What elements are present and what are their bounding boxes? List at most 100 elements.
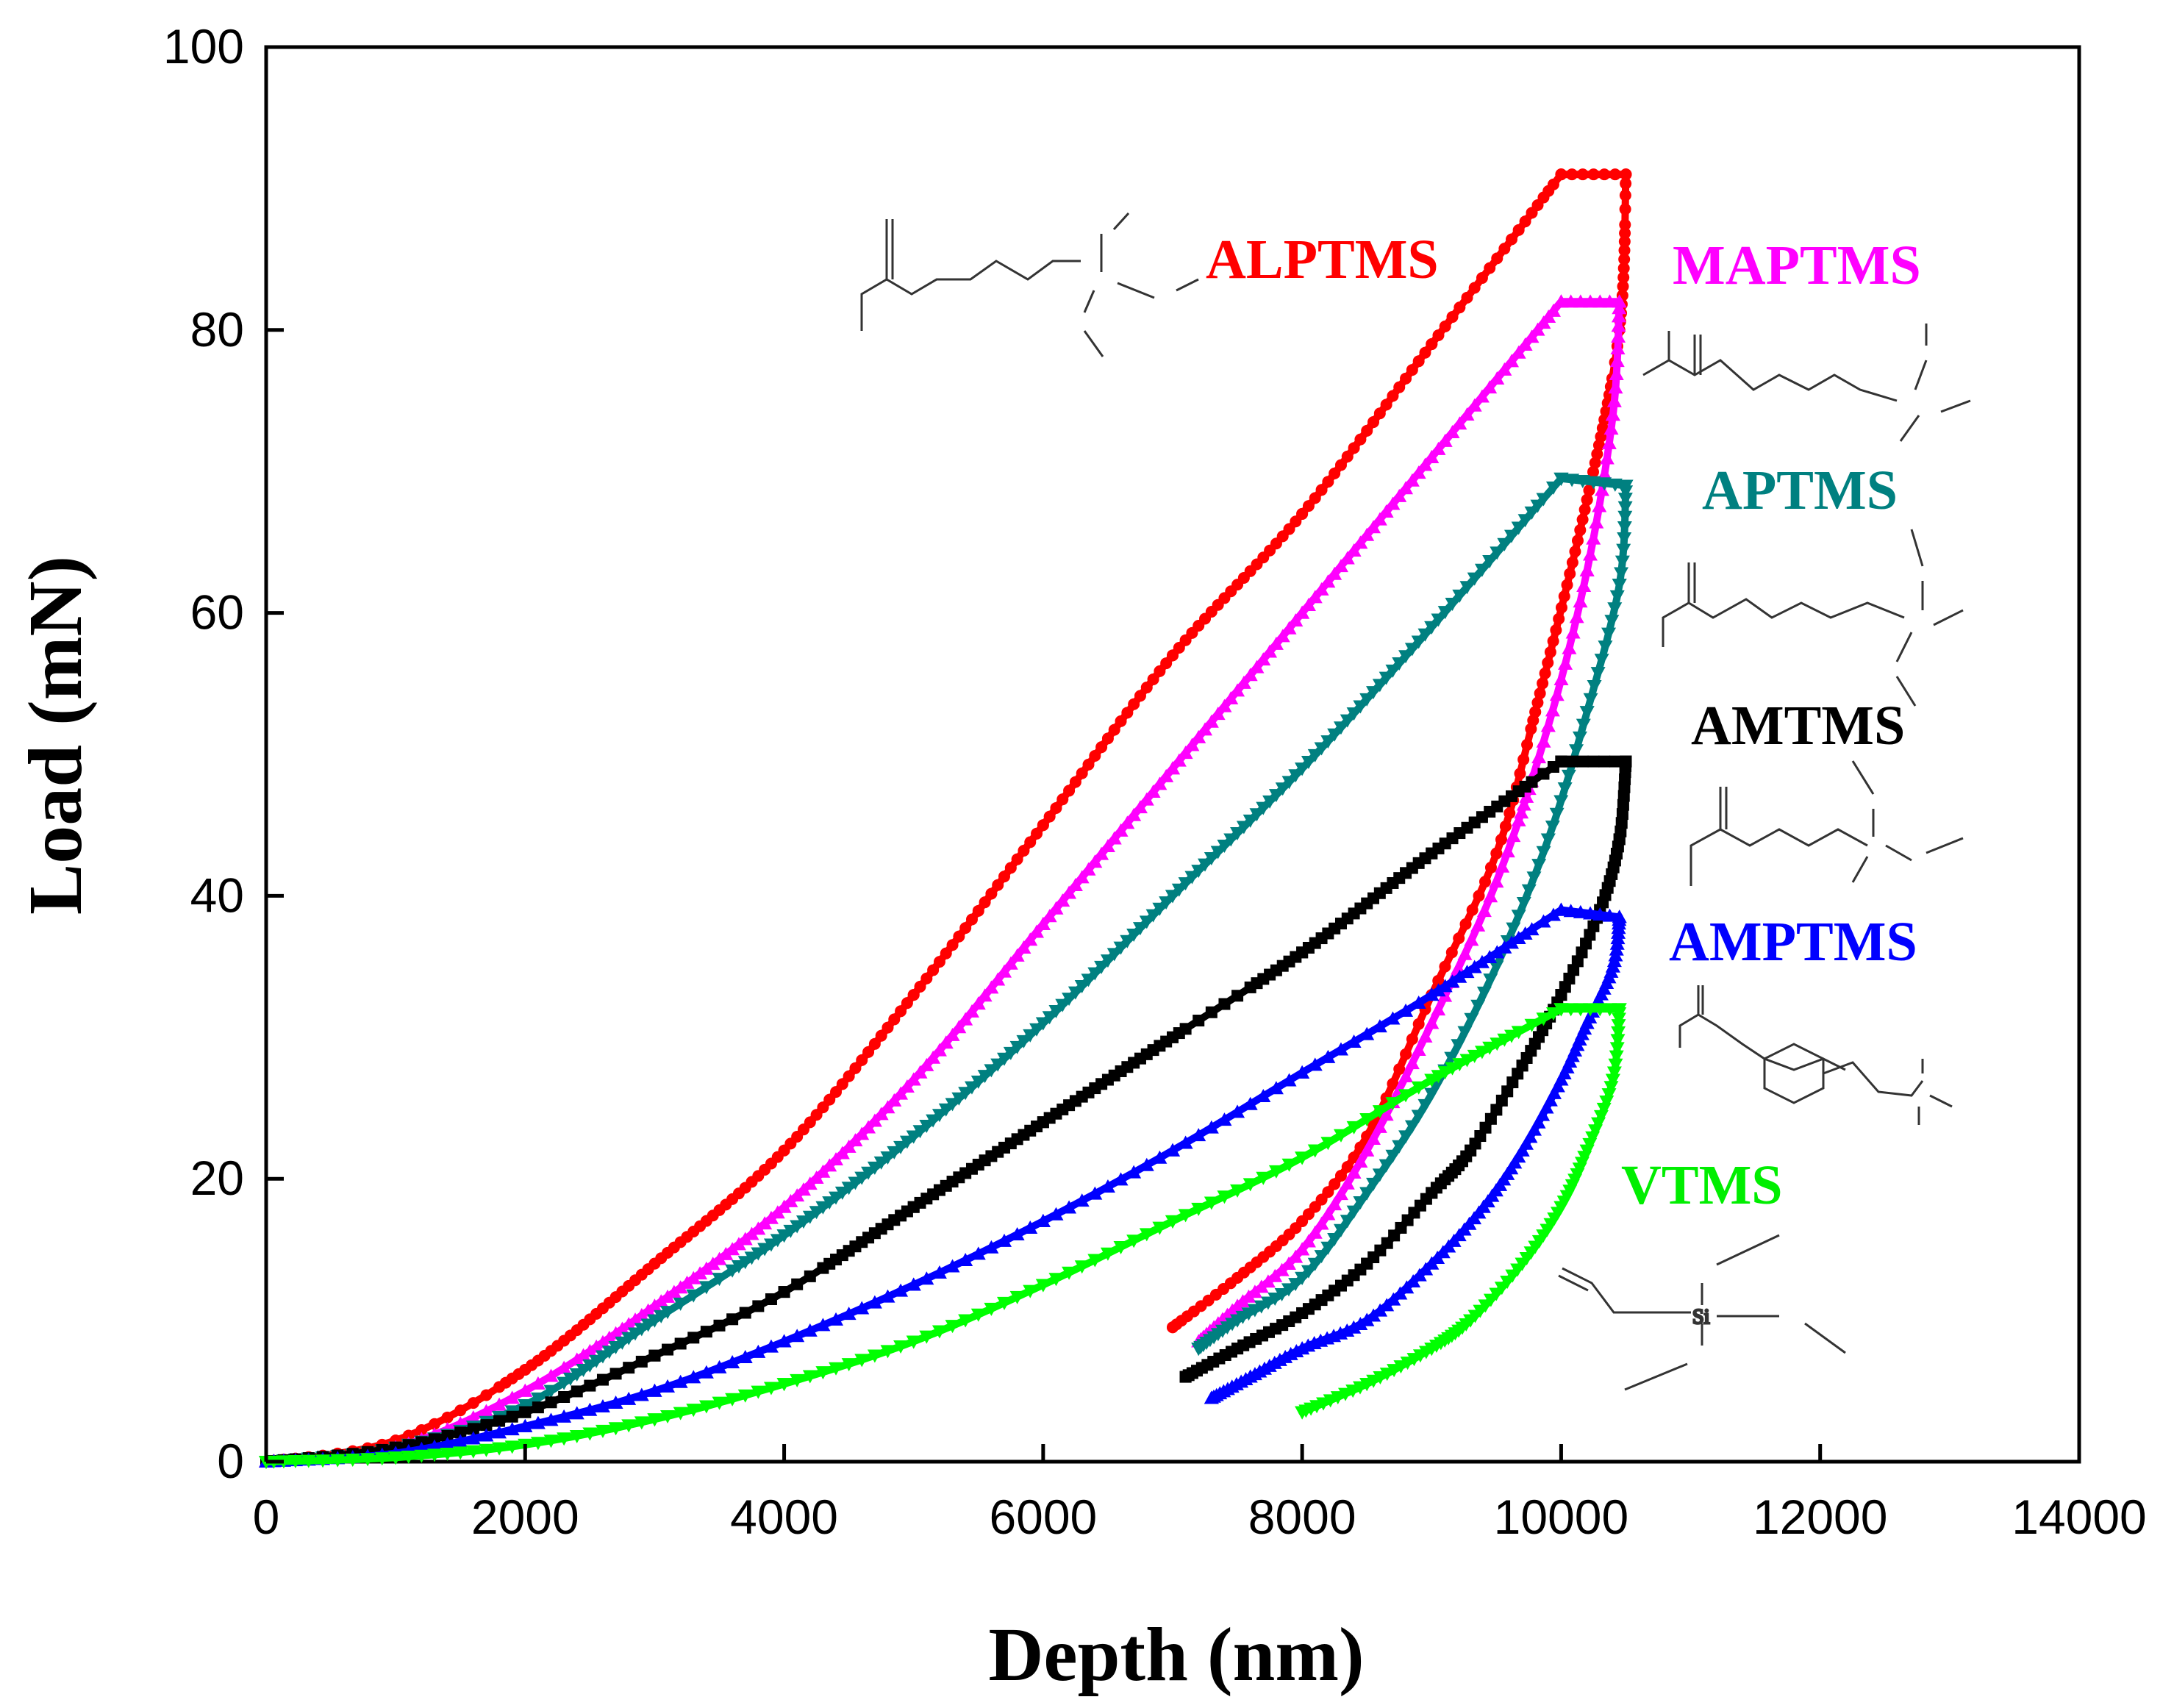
data-point-aptms [1531,859,1547,873]
data-point-aptms [1152,902,1168,916]
data-point-alptms [1491,252,1503,265]
data-point-amptms [1372,1019,1387,1033]
data-point-aptms [1583,693,1598,707]
data-point-alptms [1587,465,1600,478]
data-point-aptms [1204,852,1219,866]
data-point-amptms [492,1425,507,1439]
data-point-amptms [1256,1088,1271,1102]
data-point-vtms [1165,1215,1180,1229]
data-point-amptms [621,1391,637,1405]
data-point-alptms [1566,168,1578,181]
data-point-vtms [1393,1360,1409,1374]
data-point-vtms [1230,1184,1245,1198]
data-point-amptms [1406,1273,1421,1287]
data-point-vtms [1204,1196,1219,1210]
data-point-maptms [569,1352,584,1366]
data-point-amptms [867,1295,882,1309]
data-point-alptms [1076,767,1088,779]
data-point-vtms [1256,1171,1271,1185]
data-point-vtms [401,1451,416,1465]
data-point-vtms [763,1382,779,1396]
data-point-aptms [518,1399,533,1413]
data-point-vtms [1573,1003,1588,1017]
data-point-aptms [1601,627,1617,641]
data-point-aptms [1576,718,1591,732]
data-point-amptms [1385,1011,1401,1025]
data-point-alptms [1576,168,1589,181]
data-point-maptms [1288,613,1304,627]
data-point-maptms [1274,1262,1290,1276]
data-point-alptms [907,989,920,1001]
y-tick-label: 60 [190,585,244,640]
data-point-alptms [1555,168,1567,181]
data-point-vtms [595,1424,610,1438]
data-point-vtms [1217,1190,1232,1204]
data-point-vtms [1387,1364,1402,1378]
data-point-amptms [1609,936,1625,950]
data-point-alptms [1018,845,1030,857]
data-point-maptms [1612,301,1627,315]
data-point-maptms [530,1376,546,1390]
data-point-amtms [1576,755,1589,768]
data-point-aptms [1521,884,1537,898]
data-point-vtms [1588,1124,1603,1138]
data-point-maptms [601,1330,617,1344]
x-tick-label: 10000 [1494,1490,1629,1544]
data-point-maptms [1068,877,1083,891]
data-point-alptms [1591,448,1603,460]
data-point-vtms [504,1440,520,1454]
data-point-aptms [1359,1187,1375,1201]
data-point-maptms [1204,714,1219,728]
data-point-aptms [1346,707,1362,721]
data-point-aptms [1106,948,1122,962]
data-point-vtms [287,1455,303,1469]
data-point-aptms [1587,680,1602,694]
data-point-maptms [984,980,999,994]
data-point-maptms [576,1348,591,1362]
data-point-alptms [953,930,965,943]
data-point-vtms [698,1400,714,1414]
data-point-vtms [1609,1042,1625,1056]
data-point-vtms [1602,1003,1617,1017]
data-point-aptms [1256,801,1271,815]
data-point-vtms [1585,1131,1601,1145]
data-point-alptms [817,1101,829,1114]
data-point-vtms [1346,1121,1362,1135]
series-line-amtms-loading [262,757,1565,1465]
data-point-amptms [919,1271,934,1285]
data-point-maptms [1482,380,1498,394]
data-point-maptms [1009,948,1025,962]
data-point-maptms [1120,815,1135,829]
data-point-maptms [1094,846,1109,860]
data-point-vtms [829,1362,844,1376]
series-label-amtms: AMTMS [1691,695,1905,757]
data-point-vtms [1373,1371,1388,1385]
data-point-aptms [1191,1343,1206,1357]
data-point-maptms [1087,854,1103,868]
series-label-aptms: APTMS [1702,460,1898,521]
data-point-alptms [1024,836,1037,848]
data-point-amptms [1178,1135,1193,1149]
data-point-maptms [1301,598,1316,612]
data-point-amtms [739,1307,751,1319]
data-point-alptms [1466,904,1478,916]
data-point-alptms [1426,338,1438,351]
data-point-aptms [1333,721,1348,735]
data-point-aptms [1327,728,1342,742]
data-point-alptms [467,1397,479,1409]
data-point-alptms [1128,698,1140,710]
data-point-maptms [679,1275,695,1289]
data-point-alptms [1134,690,1146,702]
data-point-aptms [1474,563,1490,577]
data-point-vtms [492,1442,507,1456]
data-point-aptms [1307,748,1323,762]
data-point-aptms [1459,581,1475,595]
data-point-alptms [1056,793,1069,806]
data-point-aptms [1074,980,1090,994]
data-point-amptms [1359,1026,1375,1040]
data-point-alptms [1400,1048,1412,1060]
data-point-amptms [1511,930,1526,944]
data-point-aptms [1327,1232,1342,1246]
y-tick-label: 100 [163,19,244,74]
